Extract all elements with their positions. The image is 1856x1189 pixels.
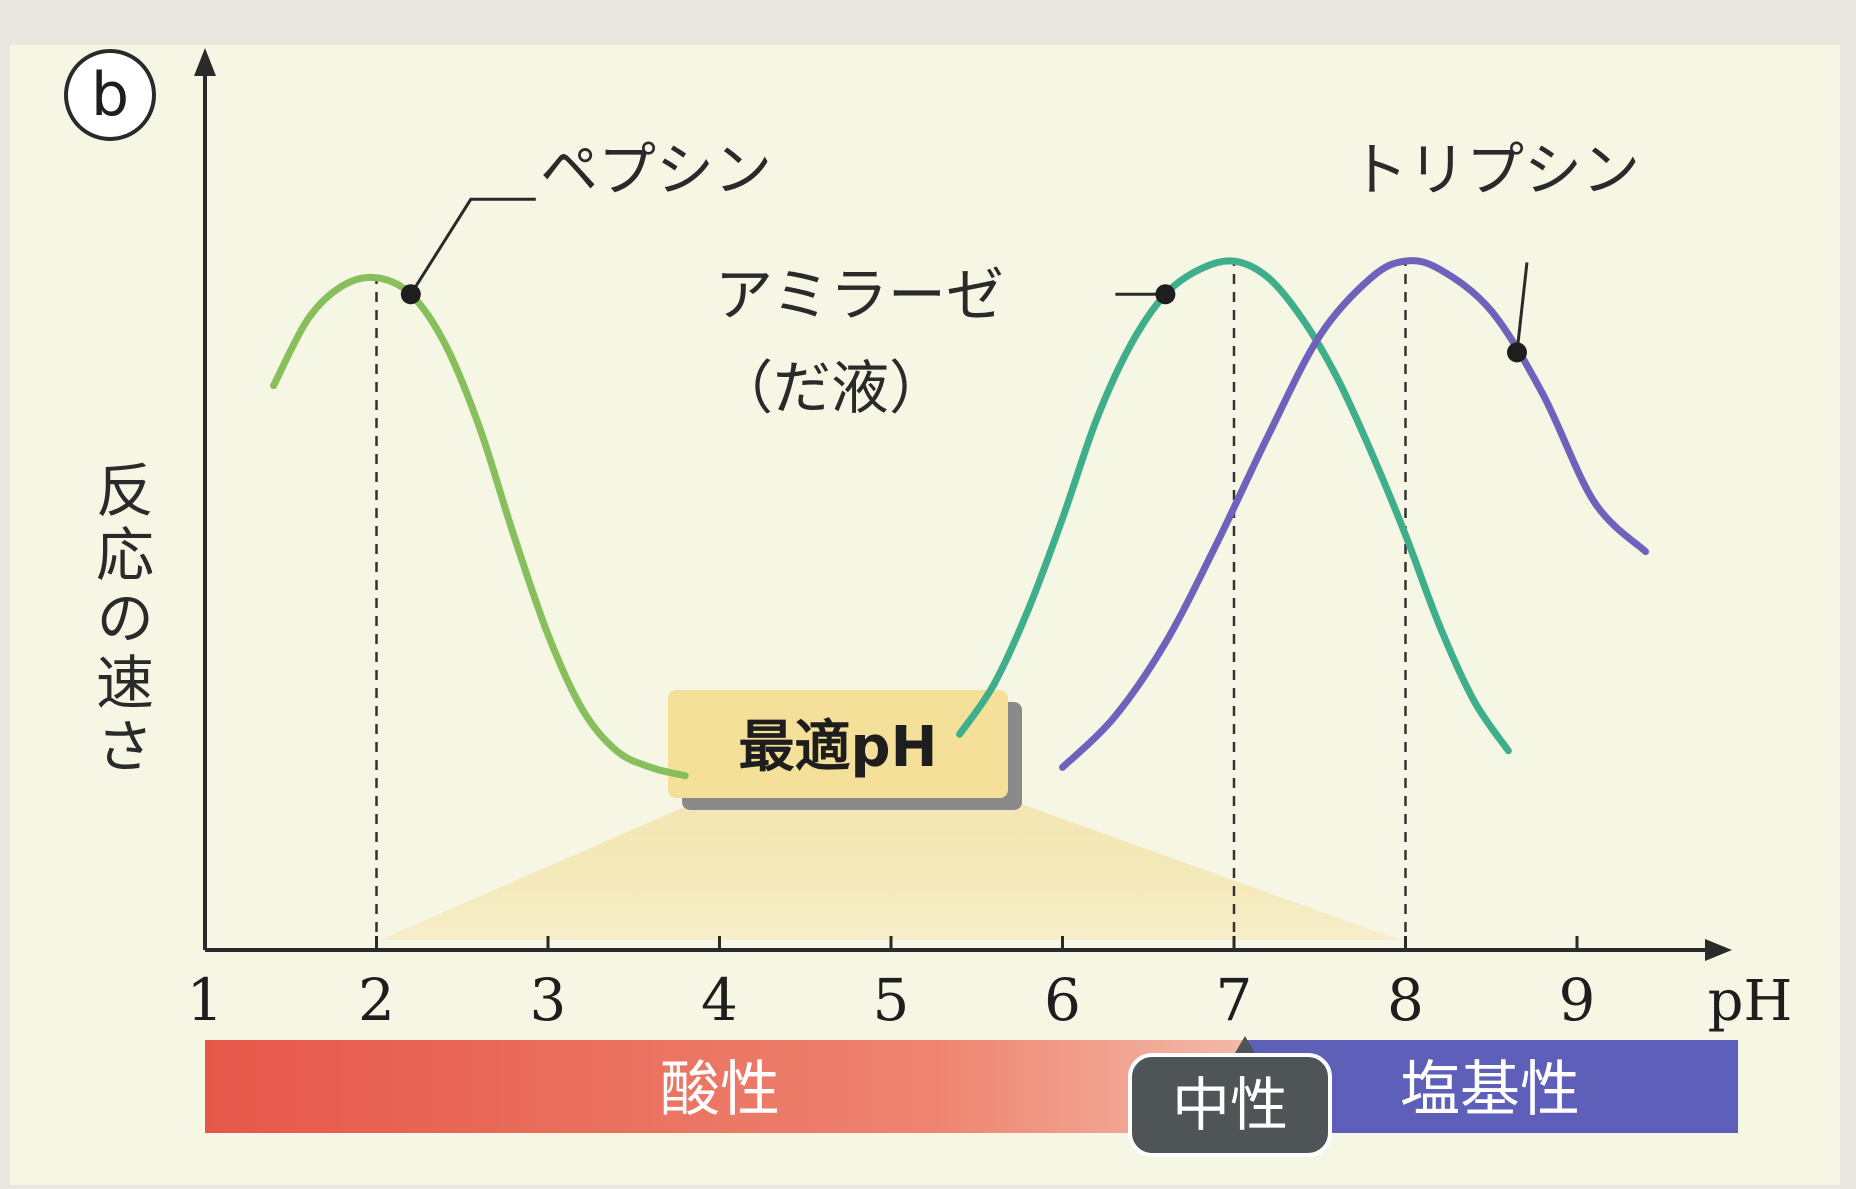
x-tick-label: 6 [1044,966,1081,1034]
series-label-trypsin: トリプシン [1350,136,1640,204]
x-tick-label: 9 [1559,966,1596,1034]
marker-dot-trypsin [1506,342,1527,363]
x-axis-arrow [1705,939,1732,961]
x-tick-label: 4 [701,966,738,1034]
ph-bands: 酸性 塩基性 中性 [205,1036,1738,1157]
neutral-badge [1128,1053,1332,1157]
enzyme-curves [270,257,1650,780]
neutral-pointer [1232,1036,1258,1058]
figure-label: b [91,60,129,130]
x-tick-label: 1 [187,966,224,1034]
series-line-amylase [956,257,1512,755]
series-label-amylase: アミラーゼ [715,261,1004,329]
chart-panel [10,45,1840,1185]
series-line-trypsin [1059,257,1650,771]
x-tick-label: 3 [530,966,567,1034]
y-axis-label: 反応の速さ [86,460,154,780]
x-tick-label: 2 [358,966,395,1034]
x-axis-label: pH [1708,969,1793,1034]
callout-beam [380,800,1400,940]
leader-line-trypsin [1515,262,1529,353]
marker-dot-pepsin [400,284,421,305]
neutral-badge-label: 中性 [1172,1071,1288,1139]
x-ticks: 1 2 3 4 5 6 7 8 9 [187,936,1596,1034]
marker-dot-amylase [1155,284,1176,305]
figure-label-badge [64,49,156,141]
leader-line-pepsin [409,197,536,296]
optimum-reference-lines [375,261,1407,950]
series-label-pepsin: ペプシン [540,136,772,204]
x-tick-label: 7 [1216,966,1253,1034]
x-tick-label: 5 [873,966,910,1034]
axes [194,48,1732,961]
callout-label: 最適pH [739,715,938,780]
series-label-amylase-sub: （だ液） [715,354,947,422]
callout-box [668,690,1008,798]
x-tick-label: 8 [1387,966,1424,1034]
acidic-band-label: 酸性 [660,1055,780,1125]
basic-band-label: 塩基性 [1400,1055,1580,1125]
curve-label-markers [400,197,1529,363]
series-line-pepsin [270,273,689,780]
optimum-ph-callout: 最適pH [380,690,1400,940]
y-axis-arrow [194,48,216,76]
acidic-band [205,1040,1245,1133]
